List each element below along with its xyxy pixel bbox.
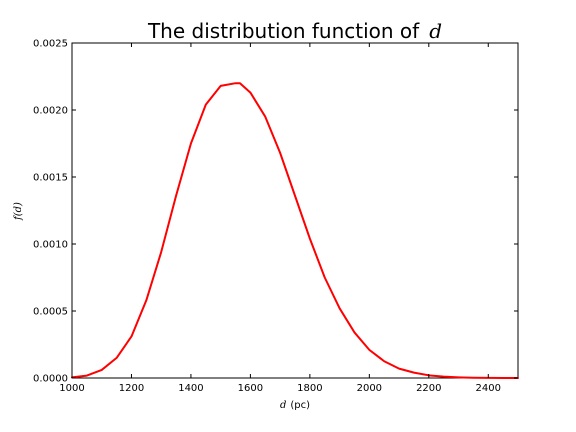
x-tick-label: 1600 — [238, 383, 263, 394]
y-tick-label: 0.0005 — [33, 307, 68, 318]
x-tick-label: 2400 — [476, 383, 501, 394]
y-tick-label: 0.0015 — [33, 173, 68, 184]
chart-title: The distribution function of d — [147, 19, 442, 43]
y-axis-label: f(d) — [13, 202, 24, 221]
y-tick-label: 0.0025 — [33, 39, 68, 50]
x-tick-label: 2200 — [416, 383, 441, 394]
x-tick-label: 2000 — [357, 383, 382, 394]
x-axis-label: d (pc) — [280, 395, 310, 412]
x-tick-label: 1200 — [119, 383, 144, 394]
y-tick-label: 0.0000 — [33, 374, 68, 385]
x-tick-label: 1000 — [59, 383, 84, 394]
y-tick-label: 0.0020 — [33, 106, 68, 117]
x-tick-label: 1800 — [297, 383, 322, 394]
plot-frame — [72, 43, 518, 378]
x-tick-label: 1400 — [178, 383, 203, 394]
y-tick-label: 0.0010 — [33, 240, 68, 251]
